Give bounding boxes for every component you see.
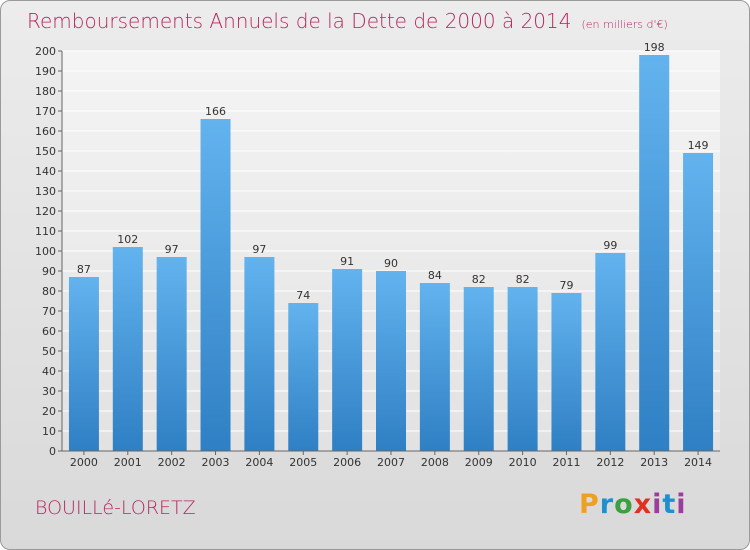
logo-letter: o xyxy=(614,489,634,520)
y-tick-label: 40 xyxy=(42,365,56,378)
data-label-2009: 82 xyxy=(472,273,486,286)
bar-2004 xyxy=(244,257,275,451)
y-tick-label: 190 xyxy=(35,65,56,78)
x-tick-label-2004: 2004 xyxy=(245,456,273,469)
bar-2005 xyxy=(288,303,319,451)
bar-2011 xyxy=(551,293,582,451)
bar-2000 xyxy=(68,277,99,451)
x-tick-label-2012: 2012 xyxy=(596,456,624,469)
x-tick-label-2008: 2008 xyxy=(421,456,449,469)
logo-letter: x xyxy=(633,489,653,520)
data-label-2004: 97 xyxy=(252,243,266,256)
x-tick-label-2013: 2013 xyxy=(640,456,668,469)
y-tick-label: 110 xyxy=(35,225,56,238)
x-tick-label-2001: 2001 xyxy=(114,456,142,469)
y-tick-label: 20 xyxy=(42,405,56,418)
logo-letter: r xyxy=(599,489,615,520)
bar-2010 xyxy=(507,287,538,451)
bar-2008 xyxy=(419,283,450,451)
chart-title: Remboursements Annuels de la Dette de 20… xyxy=(27,9,668,33)
proxiti-logo: Proxiti xyxy=(579,489,687,520)
y-tick-label: 0 xyxy=(49,445,56,458)
data-label-2014: 149 xyxy=(688,139,709,152)
y-tick-label: 130 xyxy=(35,185,56,198)
logo-letter: i xyxy=(652,489,663,520)
y-tick-label: 80 xyxy=(42,285,56,298)
bar-2012 xyxy=(595,253,626,451)
bar-2014 xyxy=(683,153,714,451)
bar-2002 xyxy=(156,257,187,451)
x-tick-label-2009: 2009 xyxy=(465,456,493,469)
x-tick-label-2002: 2002 xyxy=(158,456,186,469)
x-tick-label-2006: 2006 xyxy=(333,456,361,469)
data-label-2007: 90 xyxy=(384,257,398,270)
data-label-2012: 99 xyxy=(603,239,617,252)
x-tick-label-2000: 2000 xyxy=(70,456,98,469)
y-tick-label: 160 xyxy=(35,125,56,138)
y-tick-label: 10 xyxy=(42,425,56,438)
y-tick-label: 150 xyxy=(35,145,56,158)
data-label-2000: 87 xyxy=(77,263,91,276)
y-tick-label: 50 xyxy=(42,345,56,358)
data-label-2006: 91 xyxy=(340,255,354,268)
x-tick-label-2014: 2014 xyxy=(684,456,712,469)
chart-title-text: Remboursements Annuels de la Dette de 20… xyxy=(27,9,572,33)
x-tick-label-2011: 2011 xyxy=(552,456,580,469)
y-tick-label: 100 xyxy=(35,245,56,258)
y-tick-label: 90 xyxy=(42,265,56,278)
data-label-2002: 97 xyxy=(165,243,179,256)
data-label-2001: 102 xyxy=(117,233,138,246)
y-tick-label: 120 xyxy=(35,205,56,218)
logo-letter: i xyxy=(676,489,687,520)
data-label-2011: 79 xyxy=(559,279,573,292)
chart-unit-label: (en milliers d'€) xyxy=(581,18,668,31)
logo-letter: t xyxy=(662,489,677,520)
y-tick-label: 60 xyxy=(42,325,56,338)
commune-name: BOUILLé-LORETZ xyxy=(35,497,196,519)
x-tick-label-2003: 2003 xyxy=(202,456,230,469)
x-tick-label-2007: 2007 xyxy=(377,456,405,469)
x-tick-label-2010: 2010 xyxy=(509,456,537,469)
y-tick-label: 30 xyxy=(42,385,56,398)
y-tick-label: 70 xyxy=(42,305,56,318)
y-tick-label: 200 xyxy=(35,45,56,58)
bar-2007 xyxy=(376,271,406,451)
bar-2013 xyxy=(639,55,670,451)
y-tick-label: 170 xyxy=(35,105,56,118)
data-label-2003: 166 xyxy=(205,105,226,118)
bar-2003 xyxy=(200,119,231,451)
data-label-2005: 74 xyxy=(296,289,310,302)
x-tick-label-2005: 2005 xyxy=(289,456,317,469)
data-label-2013: 198 xyxy=(644,41,665,54)
y-tick-label: 180 xyxy=(35,85,56,98)
bar-2006 xyxy=(332,269,363,451)
logo-letter: P xyxy=(579,489,600,520)
bar-2009 xyxy=(463,287,494,451)
bar-2001 xyxy=(112,247,143,451)
data-label-2008: 84 xyxy=(428,269,442,282)
y-tick-label: 140 xyxy=(35,165,56,178)
data-label-2010: 82 xyxy=(516,273,530,286)
